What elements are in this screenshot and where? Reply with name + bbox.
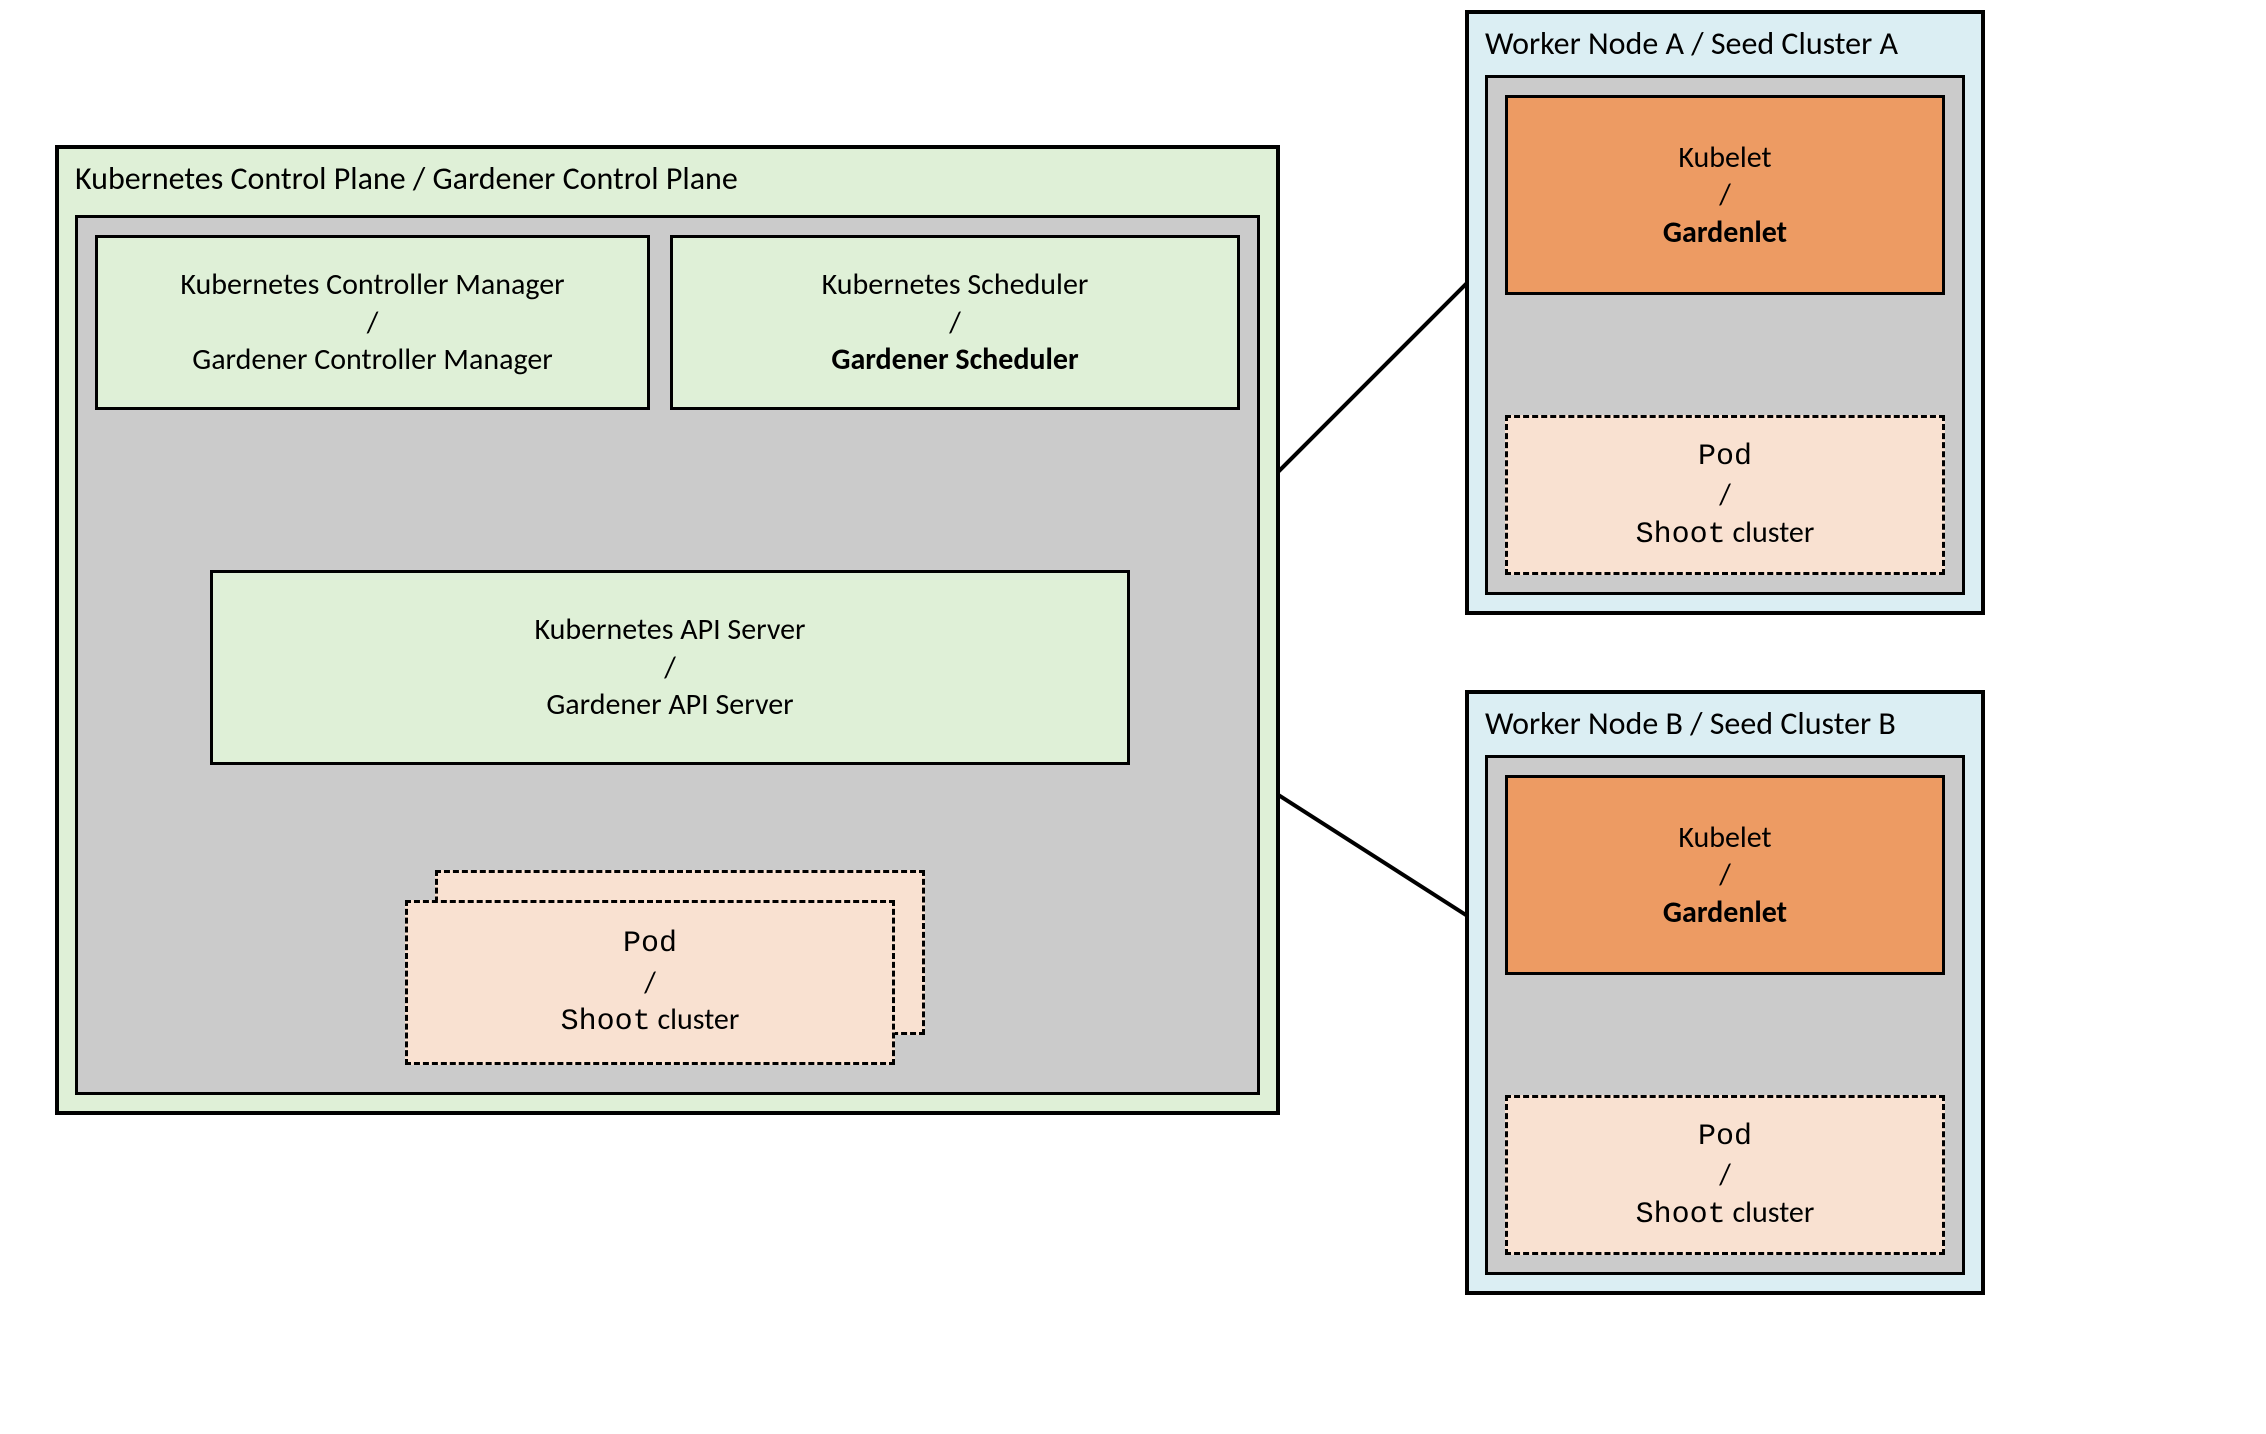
api-server-line2: Gardener API Server xyxy=(546,686,793,723)
api-server-box: Kubernetes API Server / Gardener API Ser… xyxy=(210,570,1130,765)
worker-a-kubelet-line1: Kubelet xyxy=(1678,139,1771,176)
pod-stack-sep: / xyxy=(644,964,656,1001)
worker-a-kubelet-box: Kubelet / Gardenlet xyxy=(1505,95,1945,295)
api-server-sep: / xyxy=(664,649,676,686)
worker-b-kubelet-line1: Kubelet xyxy=(1678,819,1771,856)
worker-b-kubelet-box: Kubelet / Gardenlet xyxy=(1505,775,1945,975)
worker-a-kubelet-sep: / xyxy=(1719,176,1731,213)
pod-stack-line2a: Shoot xyxy=(561,1005,651,1039)
diagram-canvas: Kubernetes Control Plane / Gardener Cont… xyxy=(0,0,2266,1434)
control-plane-title: Kubernetes Control Plane / Gardener Cont… xyxy=(75,159,738,198)
controller-manager-box: Kubernetes Controller Manager / Gardener… xyxy=(95,235,650,410)
worker-b-kubelet-sep: / xyxy=(1719,856,1731,893)
scheduler-box: Kubernetes Scheduler / Gardener Schedule… xyxy=(670,235,1240,410)
api-server-line1: Kubernetes API Server xyxy=(534,611,805,648)
controller-manager-sep: / xyxy=(367,304,379,341)
scheduler-line1: Kubernetes Scheduler xyxy=(822,266,1089,303)
pod-stack-front: Pod / Shoot cluster xyxy=(405,900,895,1065)
worker-b-kubelet-line2: Gardenlet xyxy=(1663,894,1787,931)
worker-a-pod-box: Pod / Shoot cluster xyxy=(1505,415,1945,575)
controller-manager-line1: Kubernetes Controller Manager xyxy=(180,266,564,303)
worker-a-pod-line2b: cluster xyxy=(1726,514,1815,551)
scheduler-line2: Gardener Scheduler xyxy=(831,341,1078,378)
worker-a-pod-sep: / xyxy=(1719,476,1731,513)
worker-a-pod-line2a: Shoot xyxy=(1636,518,1726,552)
worker-b-pod-line1: Pod xyxy=(1698,1120,1752,1154)
worker-b-pod-line2b: cluster xyxy=(1726,1194,1815,1231)
worker-a-kubelet-line2: Gardenlet xyxy=(1663,214,1787,251)
worker-b-title: Worker Node B / Seed Cluster B xyxy=(1485,704,1896,743)
worker-b-pod-line2a: Shoot xyxy=(1636,1198,1726,1232)
worker-a-pod-line1: Pod xyxy=(1698,440,1752,474)
pod-stack-line2b: cluster xyxy=(651,1001,740,1038)
worker-a-title: Worker Node A / Seed Cluster A xyxy=(1485,24,1898,63)
worker-b-pod-sep: / xyxy=(1719,1156,1731,1193)
scheduler-sep: / xyxy=(949,304,961,341)
pod-stack-line1: Pod xyxy=(623,927,677,961)
controller-manager-line2: Gardener Controller Manager xyxy=(192,341,552,378)
worker-b-pod-box: Pod / Shoot cluster xyxy=(1505,1095,1945,1255)
